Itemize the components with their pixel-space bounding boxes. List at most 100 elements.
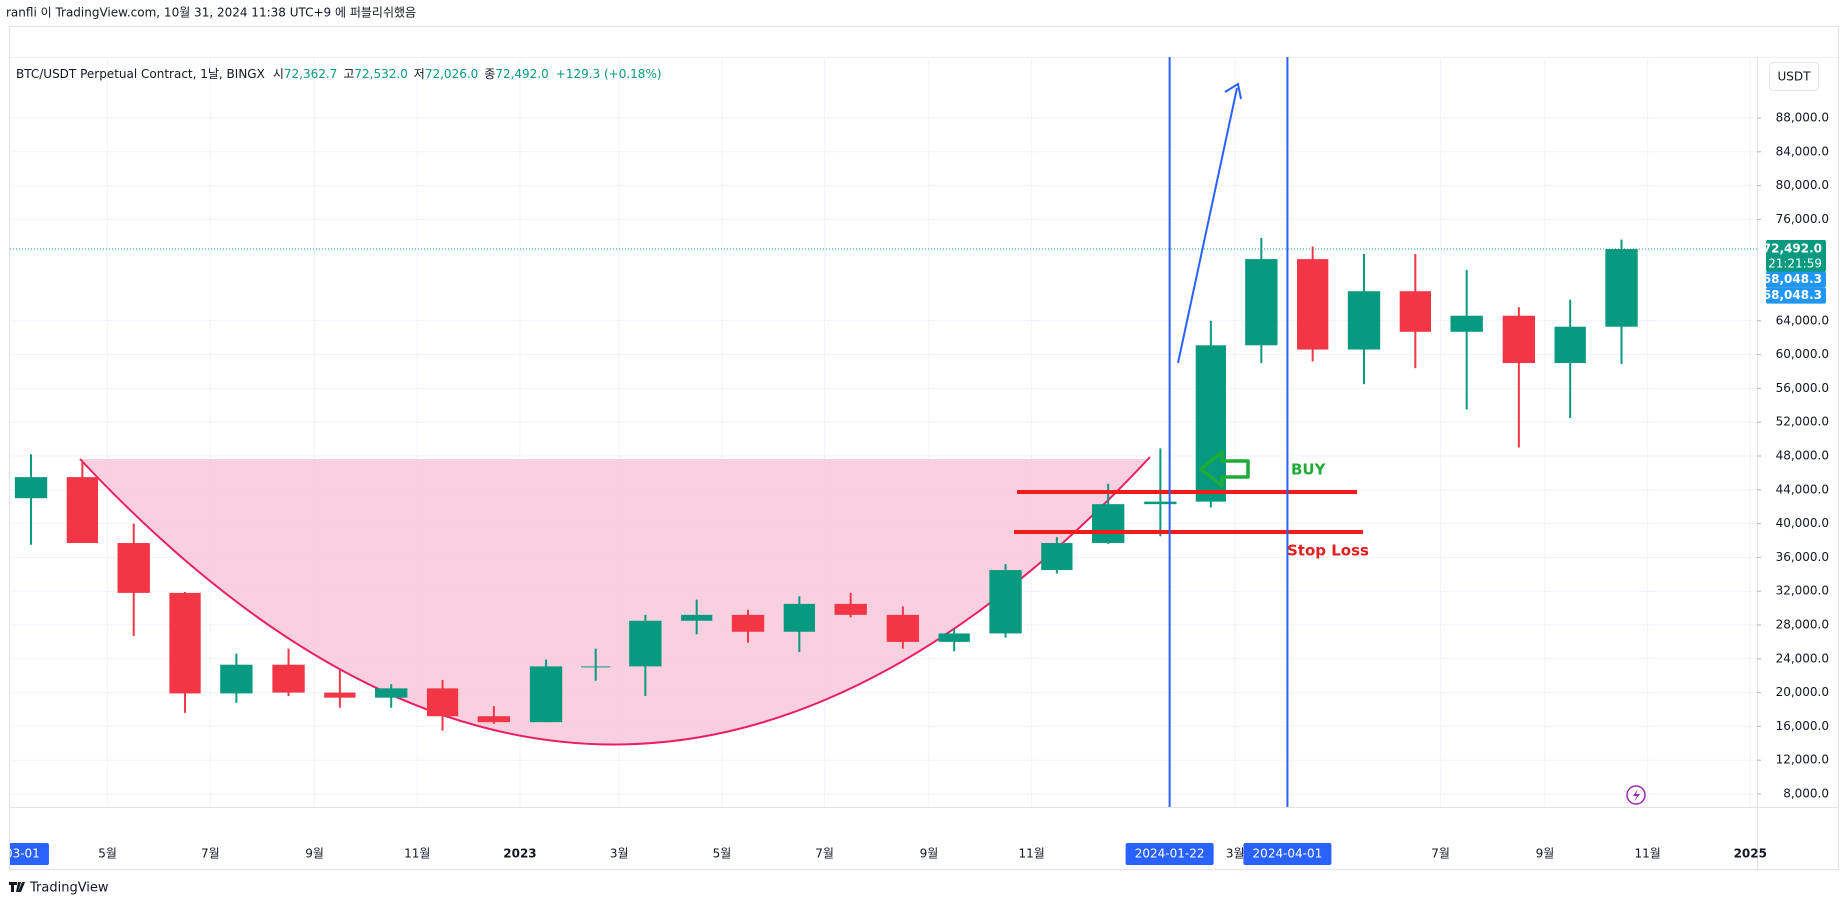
candles [14, 237, 1638, 731]
y-tick-label: 16,000.0 [1776, 719, 1829, 733]
symbol-legend: BTC/USDT Perpetual Contract, 1날, BINGX 시7… [16, 67, 662, 81]
x-tick-label: 5월 [98, 847, 117, 861]
date-badge [1125, 843, 1214, 865]
grid [10, 57, 1757, 807]
start-date: 2022-03-01 [0, 843, 49, 865]
x-tick-label: 7월 [815, 847, 834, 861]
x-tick-label: 5월 [713, 847, 732, 861]
candle-body [886, 614, 920, 642]
y-tick-label: 28,000.0 [1776, 617, 1829, 631]
y-tick-label: 76,000.0 [1776, 212, 1829, 226]
buy-label: BUY [1291, 461, 1327, 479]
x-tick-label: 9월 [305, 847, 324, 861]
y-tick-label: 44,000.0 [1776, 482, 1829, 496]
y-tick-label: 84,000.0 [1776, 144, 1829, 158]
date-badge-label: 2024-04-01 [1253, 847, 1323, 861]
ma-badge [1766, 271, 1826, 288]
y-tick-label: 8,000.0 [1783, 786, 1829, 800]
legend-value: 72,492.0 [495, 67, 548, 81]
ma-label: 68,048.3 [1763, 272, 1822, 286]
candle-body [529, 666, 563, 723]
x-tick-label: 7월 [201, 847, 220, 861]
y-tick-label: 64,000.0 [1776, 313, 1829, 327]
start-date-label: 2022-03-01 [0, 847, 40, 861]
start-date-badge [10, 843, 49, 865]
time-axis: 5월 7월 9월 11월 2023 3월 5월 7월 9월 11월 3월 7월 9월 11월 2025 202… [0, 843, 1767, 865]
currency-label: USDT [1778, 70, 1812, 84]
tv-logo [9, 882, 25, 892]
candle-body [1605, 249, 1638, 327]
candle-body [477, 716, 511, 723]
x-tick-label: 2025 [1734, 847, 1767, 861]
symbol-title: BTC/USDT Perpetual Contract, 1날, BINGX [16, 67, 265, 81]
last-price-badge [1766, 240, 1826, 273]
candle-body [324, 692, 356, 698]
ma-badge [1766, 287, 1826, 304]
legend-prefix: 고 [343, 67, 354, 81]
x-tick-label: 11월 [1634, 847, 1660, 861]
candle-body [989, 570, 1022, 634]
candle-body [834, 603, 867, 615]
x-tick-label: 2023 [503, 847, 536, 861]
legend-value: 72,532.0 [354, 67, 407, 81]
price-axis: 8,000.0 12,000.0 16,000.0 20,000.0 24,000.0 2… [1757, 111, 1829, 800]
x-tick-label: 7월 [1431, 847, 1450, 861]
candle-body [169, 592, 201, 694]
x-tick-label: 3월 [610, 847, 629, 861]
x-tick-label: 9월 [920, 847, 939, 861]
candle-body [1245, 259, 1278, 346]
buy-arrow [1199, 450, 1250, 488]
date-badge-label: 2024-01-22 [1135, 847, 1205, 861]
candle-body [14, 477, 48, 499]
brand: TradingView [29, 881, 109, 896]
y-tick-label: 48,000.0 [1776, 448, 1829, 462]
legend-change: +129.3 (+0.18%) [556, 67, 662, 81]
candle-body [1450, 315, 1483, 332]
y-tick-label: 88,000.0 [1776, 111, 1829, 125]
last-price-label: 72,492.0 [1763, 242, 1822, 256]
candle-body [1399, 291, 1431, 332]
alert-icon[interactable] [1626, 785, 1646, 805]
candle-body [783, 603, 816, 632]
stop-loss-label: Stop Loss [1287, 542, 1369, 560]
legend-value: 72,362.7 [284, 67, 337, 81]
candle-body [375, 688, 408, 698]
candle-body [426, 688, 459, 717]
x-tick-label: 3월 [1226, 847, 1245, 861]
alert-icon-bolt [1633, 789, 1640, 802]
y-tick-label: 52,000.0 [1776, 415, 1829, 429]
candle-body [1502, 315, 1536, 364]
candle-body [272, 664, 305, 693]
candle-body [731, 614, 765, 632]
y-tick-label: 20,000.0 [1776, 685, 1829, 699]
candle-body [1554, 326, 1586, 364]
x-tick-label: 9월 [1536, 847, 1555, 861]
candle-body [581, 666, 611, 668]
y-tick-label: 60,000.0 [1776, 347, 1829, 361]
x-tick-label: 11월 [404, 847, 430, 861]
y-tick-label: 80,000.0 [1776, 178, 1829, 192]
date-lines [1168, 57, 1289, 807]
y-tick-label: 12,000.0 [1776, 753, 1829, 767]
date-badge [1243, 843, 1332, 865]
x-tick-label: 11월 [1018, 847, 1044, 861]
candle-body [1144, 501, 1177, 505]
candle-body [629, 620, 662, 667]
legend-prefix: 시 [273, 67, 284, 81]
legend-prefix: 종 [484, 67, 495, 81]
legend-prefix: 저 [414, 67, 425, 81]
y-tick-label: 32,000.0 [1776, 584, 1829, 598]
candle-body [1092, 504, 1125, 544]
publish-note: ranfli 이 TradingView.com, 10월 31, 2024 1… [6, 6, 416, 20]
y-tick-label: 24,000.0 [1776, 651, 1829, 665]
legend-value: 72,026.0 [425, 67, 478, 81]
currency-button[interactable] [1769, 62, 1819, 91]
ma-label: 68,048.3 [1763, 288, 1822, 302]
countdown-label: 21:21:59 [1768, 257, 1822, 271]
target-arrow [1177, 87, 1238, 364]
candle-body [1041, 543, 1073, 571]
candle-body [220, 664, 253, 694]
candle-body [1297, 259, 1329, 350]
